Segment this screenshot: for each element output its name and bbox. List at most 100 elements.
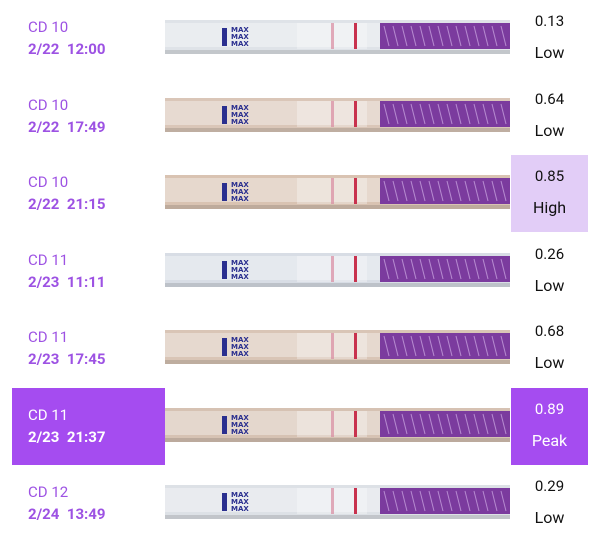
ratio: 0.85 [534, 167, 565, 185]
level: Low [534, 353, 565, 372]
handle-pattern [482, 180, 489, 202]
handle-pattern [401, 490, 408, 512]
handle-pattern [401, 180, 408, 202]
ratio: 0.13 [534, 12, 565, 30]
handle-pattern [446, 103, 453, 124]
max-text: MAX [231, 111, 249, 119]
handle-pattern [464, 103, 471, 124]
max-text: MAX [231, 491, 249, 499]
handle-pattern [428, 335, 435, 357]
handle [380, 255, 510, 282]
ratio: 0.89 [534, 399, 565, 418]
level: Low [534, 275, 565, 295]
handle-pattern [419, 180, 426, 202]
max-bar [222, 338, 227, 356]
handle-pattern [491, 25, 498, 47]
max-text: MAX [231, 350, 249, 358]
handle-pattern [419, 258, 426, 279]
date-cell: CD 12 2/24 13:49 [12, 465, 165, 542]
cycle-day: CD 10 [28, 173, 69, 191]
date-time: 2/23 17:45 [28, 350, 106, 368]
result-cell: 0.89 Peak [511, 387, 588, 465]
handle-pattern [500, 25, 507, 47]
handle-pattern [500, 413, 507, 434]
strip-shadow [165, 205, 510, 209]
result-cell: 0.29 Low [511, 465, 588, 542]
max-text: MAX [231, 428, 249, 436]
control-line [354, 488, 357, 514]
handle-pattern [500, 490, 507, 512]
handle-pattern [464, 25, 471, 47]
handle-pattern [419, 335, 426, 357]
handle-pattern [473, 103, 480, 124]
handle [380, 333, 510, 359]
max-text: MAX [231, 188, 249, 196]
max-bar [222, 28, 227, 46]
handle-pattern [455, 335, 462, 357]
handle-pattern [419, 25, 426, 47]
handle-pattern [491, 258, 498, 279]
date-time: 2/22 17:49 [28, 117, 106, 136]
strip-shadow [165, 360, 510, 364]
test-line [331, 255, 334, 282]
control-line [354, 333, 357, 359]
handle-pattern [428, 490, 435, 512]
max-text: MAX [231, 421, 249, 429]
handle-pattern [428, 180, 435, 202]
handle-pattern [491, 103, 498, 124]
handle-pattern [383, 490, 390, 512]
handle [380, 23, 510, 49]
handle-pattern [410, 103, 417, 124]
handle-pattern [482, 413, 489, 434]
strip-shadow [165, 437, 510, 442]
handle-pattern [491, 413, 498, 434]
date-cell: CD 10 2/22 12:00 [12, 0, 165, 77]
max-text: MAX [231, 195, 249, 203]
test-line [331, 333, 334, 359]
date-time: 2/22 21:15 [28, 195, 106, 213]
handle-pattern [428, 103, 435, 124]
handle-pattern [500, 335, 507, 357]
handle-pattern [437, 335, 444, 357]
handle-pattern [401, 103, 408, 124]
handle-pattern [446, 490, 453, 512]
handle-pattern [383, 25, 390, 47]
handle-pattern [410, 490, 417, 512]
strip-shadow [165, 282, 510, 287]
handle-pattern [437, 413, 444, 434]
handle-pattern [473, 413, 480, 434]
handle-pattern [464, 490, 471, 512]
test-line [331, 488, 334, 514]
handle-pattern [401, 335, 408, 357]
handle-pattern [500, 258, 507, 279]
handle-pattern [473, 180, 480, 202]
handle-pattern [455, 25, 462, 47]
cycle-day: CD 12 [28, 483, 69, 501]
handle-pattern [446, 413, 453, 434]
handle-pattern [401, 258, 408, 279]
handle-pattern [455, 103, 462, 124]
handle [380, 488, 510, 514]
ratio: 0.29 [534, 477, 565, 495]
max-text: MAX [231, 273, 249, 281]
handle-pattern [473, 258, 480, 279]
handle-pattern [437, 103, 444, 124]
handle-pattern [437, 258, 444, 279]
handle-pattern [392, 335, 399, 357]
date-time: 2/23 21:37 [28, 427, 106, 446]
handle-pattern [455, 258, 462, 279]
handle-pattern [410, 25, 417, 47]
handle-pattern [401, 25, 408, 47]
date-cell: CD 10 2/22 21:15 [12, 155, 165, 232]
handle-pattern [455, 413, 462, 434]
handle-pattern [491, 180, 498, 202]
handle-pattern [383, 413, 390, 434]
max-bar [222, 493, 227, 511]
handle-pattern [428, 413, 435, 434]
max-bar [222, 415, 227, 434]
